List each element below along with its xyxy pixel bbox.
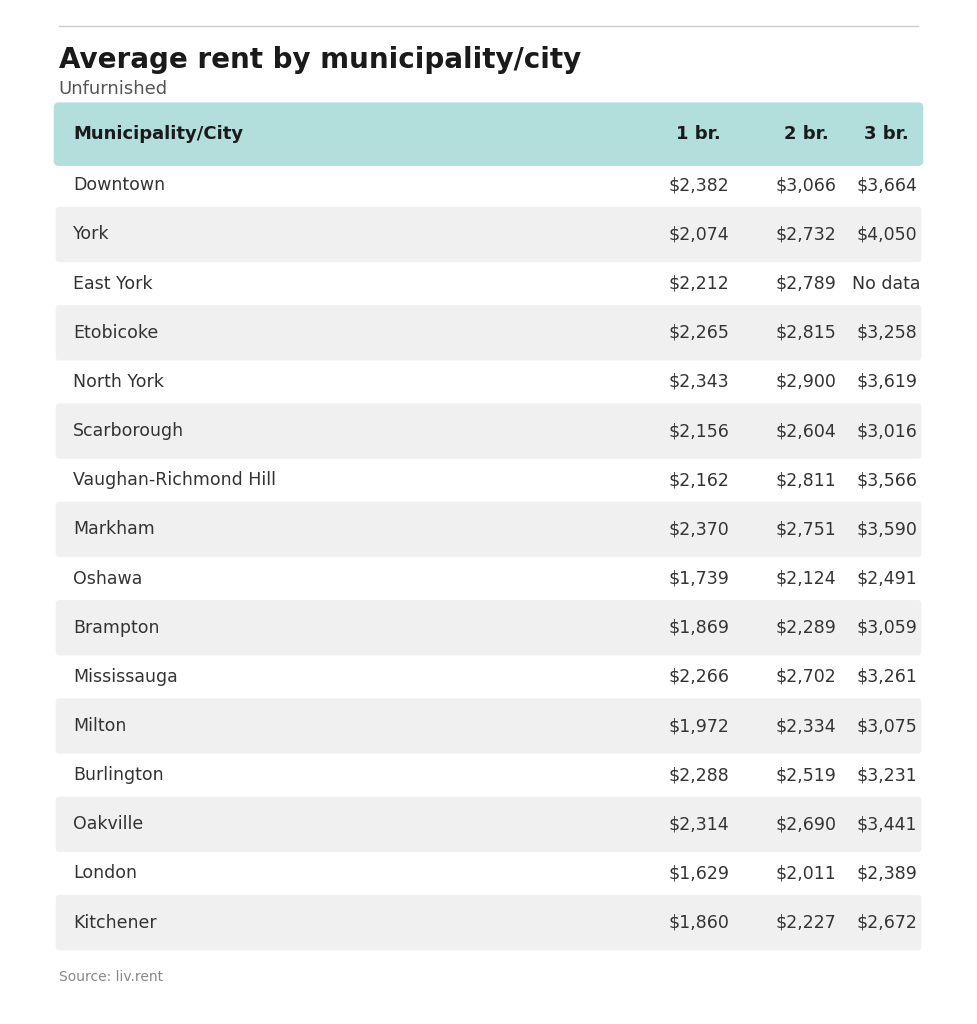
Text: Burlington: Burlington bbox=[73, 766, 164, 784]
Text: $3,590: $3,590 bbox=[856, 520, 917, 539]
FancyBboxPatch shape bbox=[56, 403, 921, 459]
Text: 2 br.: 2 br. bbox=[784, 125, 828, 143]
Text: $2,900: $2,900 bbox=[776, 373, 836, 391]
Text: $1,860: $1,860 bbox=[668, 913, 729, 932]
Text: $2,811: $2,811 bbox=[776, 471, 836, 489]
Text: Downtown: Downtown bbox=[73, 176, 165, 195]
Text: $2,212: $2,212 bbox=[668, 274, 729, 293]
Text: Mississauga: Mississauga bbox=[73, 668, 178, 686]
Text: $2,156: $2,156 bbox=[668, 422, 729, 440]
Text: $2,732: $2,732 bbox=[776, 225, 836, 244]
Text: $2,289: $2,289 bbox=[776, 618, 836, 637]
Text: $3,441: $3,441 bbox=[857, 815, 916, 834]
Text: $2,702: $2,702 bbox=[776, 668, 836, 686]
FancyBboxPatch shape bbox=[56, 698, 921, 754]
FancyBboxPatch shape bbox=[56, 207, 921, 262]
Text: $1,972: $1,972 bbox=[668, 717, 729, 735]
Text: $2,074: $2,074 bbox=[668, 225, 729, 244]
Text: York: York bbox=[73, 225, 109, 244]
Text: $2,604: $2,604 bbox=[776, 422, 836, 440]
Text: Etobicoke: Etobicoke bbox=[73, 324, 158, 342]
Text: $2,491: $2,491 bbox=[856, 569, 917, 588]
Text: $1,739: $1,739 bbox=[668, 569, 729, 588]
Text: $3,664: $3,664 bbox=[856, 176, 917, 195]
Text: $3,059: $3,059 bbox=[856, 618, 917, 637]
FancyBboxPatch shape bbox=[56, 797, 921, 852]
Text: $2,690: $2,690 bbox=[776, 815, 836, 834]
Text: Municipality/City: Municipality/City bbox=[73, 125, 243, 143]
Text: $2,382: $2,382 bbox=[668, 176, 729, 195]
Text: $2,389: $2,389 bbox=[856, 864, 917, 883]
Text: $2,265: $2,265 bbox=[668, 324, 729, 342]
Text: 3 br.: 3 br. bbox=[865, 125, 909, 143]
Text: Markham: Markham bbox=[73, 520, 155, 539]
Text: North York: North York bbox=[73, 373, 164, 391]
Text: East York: East York bbox=[73, 274, 152, 293]
Text: $3,075: $3,075 bbox=[856, 717, 917, 735]
Text: Oakville: Oakville bbox=[73, 815, 144, 834]
Text: $1,869: $1,869 bbox=[668, 618, 729, 637]
FancyBboxPatch shape bbox=[56, 305, 921, 360]
Text: London: London bbox=[73, 864, 138, 883]
Text: $2,343: $2,343 bbox=[668, 373, 729, 391]
Text: Oshawa: Oshawa bbox=[73, 569, 143, 588]
Text: $2,672: $2,672 bbox=[856, 913, 917, 932]
Text: Brampton: Brampton bbox=[73, 618, 160, 637]
FancyBboxPatch shape bbox=[56, 600, 921, 655]
Text: $2,751: $2,751 bbox=[776, 520, 836, 539]
Text: No data: No data bbox=[852, 274, 921, 293]
Text: Average rent by municipality/city: Average rent by municipality/city bbox=[59, 46, 581, 74]
Text: $3,016: $3,016 bbox=[856, 422, 917, 440]
Text: $2,227: $2,227 bbox=[776, 913, 836, 932]
Text: $2,124: $2,124 bbox=[776, 569, 836, 588]
Text: $2,266: $2,266 bbox=[668, 668, 729, 686]
Text: Unfurnished: Unfurnished bbox=[59, 80, 168, 98]
Text: $4,050: $4,050 bbox=[856, 225, 917, 244]
Text: $2,288: $2,288 bbox=[668, 766, 729, 784]
Text: $2,162: $2,162 bbox=[668, 471, 729, 489]
FancyBboxPatch shape bbox=[56, 895, 921, 950]
Text: $2,334: $2,334 bbox=[776, 717, 836, 735]
Text: $1,629: $1,629 bbox=[668, 864, 729, 883]
Text: $3,231: $3,231 bbox=[856, 766, 917, 784]
Text: 1 br.: 1 br. bbox=[676, 125, 721, 143]
Text: $2,519: $2,519 bbox=[776, 766, 836, 784]
Text: $2,370: $2,370 bbox=[668, 520, 729, 539]
Text: Scarborough: Scarborough bbox=[73, 422, 185, 440]
Text: $3,261: $3,261 bbox=[856, 668, 917, 686]
Text: $2,314: $2,314 bbox=[668, 815, 729, 834]
FancyBboxPatch shape bbox=[54, 102, 923, 166]
Text: $3,566: $3,566 bbox=[856, 471, 917, 489]
Text: $3,258: $3,258 bbox=[856, 324, 917, 342]
Text: $3,066: $3,066 bbox=[776, 176, 836, 195]
Text: $2,011: $2,011 bbox=[776, 864, 836, 883]
Text: $2,789: $2,789 bbox=[776, 274, 836, 293]
Text: Vaughan-Richmond Hill: Vaughan-Richmond Hill bbox=[73, 471, 276, 489]
Text: $3,619: $3,619 bbox=[856, 373, 917, 391]
Text: $2,815: $2,815 bbox=[776, 324, 836, 342]
Text: Source: liv.rent: Source: liv.rent bbox=[59, 970, 163, 984]
Text: Kitchener: Kitchener bbox=[73, 913, 157, 932]
Text: Milton: Milton bbox=[73, 717, 127, 735]
FancyBboxPatch shape bbox=[56, 502, 921, 557]
